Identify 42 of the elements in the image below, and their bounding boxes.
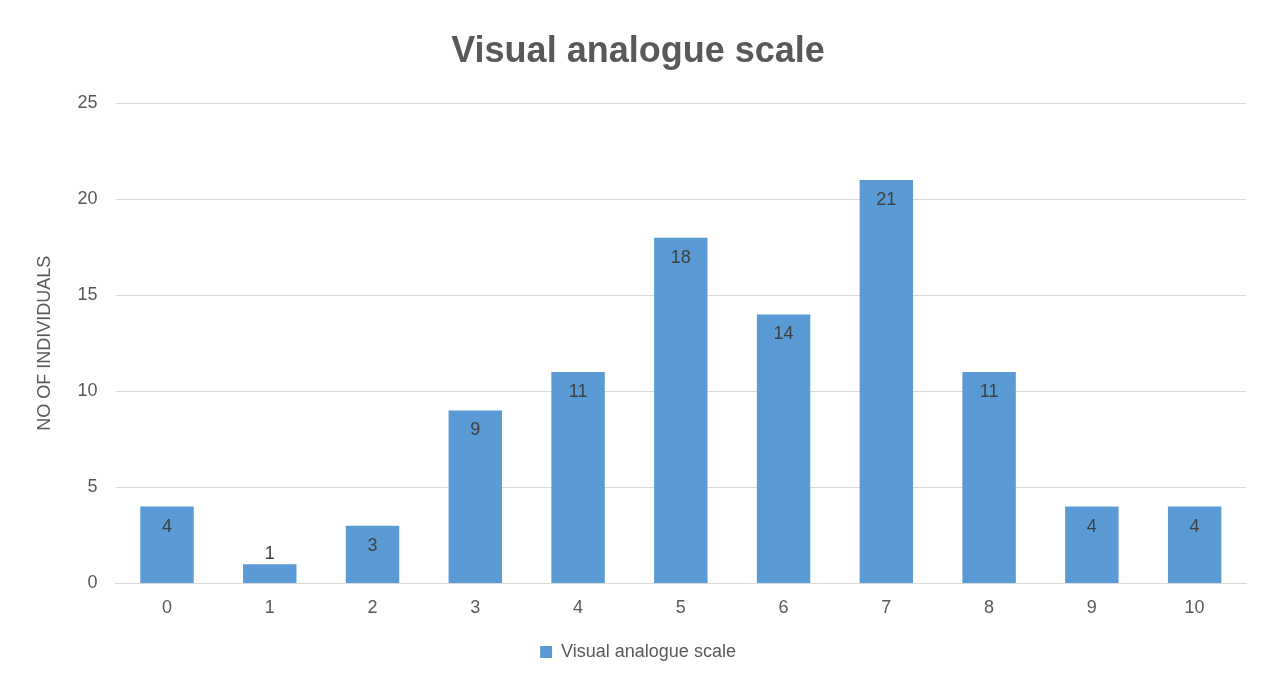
data-label: 21: [876, 189, 897, 209]
y-tick-label: 25: [77, 92, 98, 113]
data-label: 1: [264, 543, 275, 564]
x-tick-label: 10: [1184, 597, 1205, 618]
bar: [140, 506, 194, 583]
data-label: 14: [773, 323, 794, 344]
bar: [345, 525, 400, 583]
data-label: 18: [670, 246, 691, 267]
bar: [551, 372, 605, 583]
y-tick-label: 10: [77, 380, 98, 401]
y-tick-label: 0: [87, 572, 98, 593]
x-tick-label: 9: [1086, 597, 1097, 618]
data-label: 11: [568, 381, 588, 402]
x-tick-label: 8: [984, 597, 995, 618]
bar: [962, 372, 1016, 583]
bar: [756, 314, 811, 583]
y-tick-label: 20: [77, 188, 98, 209]
x-tick-label: 0: [161, 597, 173, 618]
bar: [1065, 506, 1119, 583]
bar: [654, 237, 708, 583]
data-label: 4: [1086, 515, 1097, 536]
x-tick-label: 6: [778, 597, 789, 618]
x-tick-label: 1: [264, 597, 275, 618]
bar: [448, 410, 503, 583]
chart-title: Visual analogue scale: [451, 28, 825, 70]
data-label: 3: [367, 534, 378, 555]
bar: [243, 564, 297, 583]
y-tick-label: 5: [87, 476, 98, 497]
data-label: 4: [1189, 515, 1200, 536]
data-label: 4: [161, 515, 173, 536]
y-axis-title: NO OF INDIVIDUALS: [33, 255, 54, 431]
x-tick-label: 3: [470, 597, 481, 618]
legend-label: Visual analogue scale: [561, 640, 736, 661]
x-tick-label: 4: [573, 597, 584, 618]
bar: [1167, 506, 1222, 583]
x-tick-label: 2: [367, 597, 378, 618]
data-label: 9: [470, 419, 481, 440]
y-tick-label: 15: [77, 284, 98, 305]
bar: [859, 180, 914, 583]
x-tick-label: 5: [675, 597, 686, 618]
data-label: 11: [979, 381, 999, 402]
x-tick-label: 7: [881, 597, 892, 618]
